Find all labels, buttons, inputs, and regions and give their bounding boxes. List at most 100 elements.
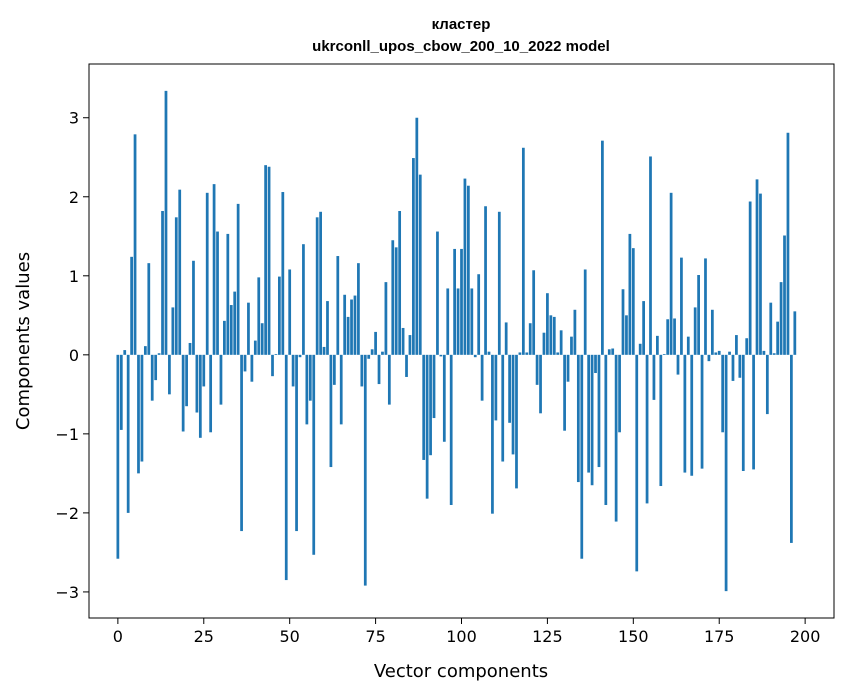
bar bbox=[219, 354, 223, 405]
bar bbox=[741, 354, 745, 471]
bar bbox=[264, 165, 267, 355]
bar bbox=[570, 336, 573, 355]
y-axis-label: Components values bbox=[13, 252, 34, 430]
bar bbox=[119, 354, 123, 430]
x-axis-ticks: 0 25 50 75 100 125 150 175 200 bbox=[113, 618, 821, 646]
bar bbox=[439, 354, 443, 357]
bar bbox=[143, 346, 147, 355]
y-tick-label: 3 bbox=[69, 109, 79, 128]
plot-frame bbox=[88, 63, 835, 619]
bar bbox=[738, 354, 742, 378]
bar bbox=[786, 132, 790, 355]
bar bbox=[288, 269, 292, 355]
bar bbox=[133, 134, 137, 355]
bar bbox=[611, 348, 615, 355]
y-axis-ticks: −3 −2 −1 0 1 2 3 bbox=[55, 109, 89, 602]
bar bbox=[686, 336, 690, 355]
bar bbox=[491, 354, 494, 514]
x-tick-label: 175 bbox=[704, 627, 735, 646]
bar bbox=[642, 301, 645, 355]
bar bbox=[690, 354, 694, 476]
bar bbox=[539, 354, 542, 414]
bar bbox=[185, 354, 188, 407]
bar bbox=[150, 354, 154, 401]
bar bbox=[212, 184, 216, 355]
bar bbox=[147, 263, 151, 355]
bar bbox=[731, 354, 735, 381]
y-tick-label: 0 bbox=[69, 346, 79, 365]
bar bbox=[308, 354, 312, 401]
bar bbox=[229, 305, 233, 355]
bar bbox=[391, 240, 395, 355]
bar bbox=[590, 354, 594, 486]
bar bbox=[446, 288, 450, 355]
bar bbox=[332, 354, 336, 385]
bar bbox=[542, 332, 546, 355]
bar bbox=[137, 354, 140, 474]
bar bbox=[401, 327, 405, 355]
bar bbox=[487, 351, 491, 355]
bar bbox=[497, 211, 501, 355]
bar bbox=[295, 354, 298, 532]
bar bbox=[532, 270, 536, 355]
bar bbox=[240, 354, 243, 532]
bar bbox=[477, 274, 481, 355]
bar bbox=[174, 217, 178, 355]
bar bbox=[631, 248, 635, 355]
bar bbox=[614, 354, 618, 522]
bar bbox=[168, 354, 171, 395]
bar bbox=[384, 282, 388, 355]
bar bbox=[635, 354, 639, 572]
chart-title: кластер bbox=[432, 16, 491, 33]
bar bbox=[312, 354, 316, 555]
bar bbox=[398, 211, 402, 355]
bar bbox=[518, 352, 522, 355]
bar bbox=[405, 354, 408, 377]
bar bbox=[467, 185, 470, 355]
bar bbox=[563, 354, 566, 431]
bar bbox=[735, 335, 738, 355]
bar bbox=[260, 323, 264, 355]
bar bbox=[305, 354, 309, 425]
bar bbox=[181, 354, 185, 432]
bar bbox=[188, 342, 192, 355]
bar bbox=[783, 235, 786, 355]
bar bbox=[508, 354, 511, 423]
bar bbox=[374, 331, 377, 355]
bar bbox=[463, 178, 467, 355]
bar bbox=[449, 354, 453, 505]
bar bbox=[676, 354, 680, 375]
bar bbox=[669, 192, 673, 355]
x-tick-label: 75 bbox=[365, 627, 385, 646]
bar bbox=[253, 340, 257, 355]
bar bbox=[470, 288, 474, 355]
x-tick-label: 125 bbox=[532, 627, 563, 646]
bar bbox=[501, 354, 505, 462]
bar bbox=[412, 158, 415, 355]
bar bbox=[291, 354, 295, 387]
bar bbox=[247, 302, 250, 355]
bar bbox=[728, 351, 731, 355]
bar bbox=[659, 354, 663, 487]
bar bbox=[216, 231, 219, 355]
bar bbox=[319, 211, 322, 355]
bar bbox=[721, 354, 725, 433]
bar bbox=[707, 354, 711, 362]
bar bbox=[367, 354, 371, 359]
bar bbox=[525, 352, 529, 355]
bar bbox=[559, 330, 563, 355]
x-tick-label: 200 bbox=[790, 627, 821, 646]
bar bbox=[346, 316, 350, 355]
bar bbox=[649, 156, 652, 355]
bar bbox=[673, 318, 676, 355]
bar bbox=[515, 354, 518, 489]
bar bbox=[456, 288, 460, 355]
bar bbox=[126, 354, 130, 513]
bar bbox=[618, 354, 621, 433]
bar bbox=[257, 277, 261, 355]
bar bbox=[425, 354, 429, 499]
bar bbox=[161, 211, 164, 355]
bar bbox=[432, 354, 436, 419]
